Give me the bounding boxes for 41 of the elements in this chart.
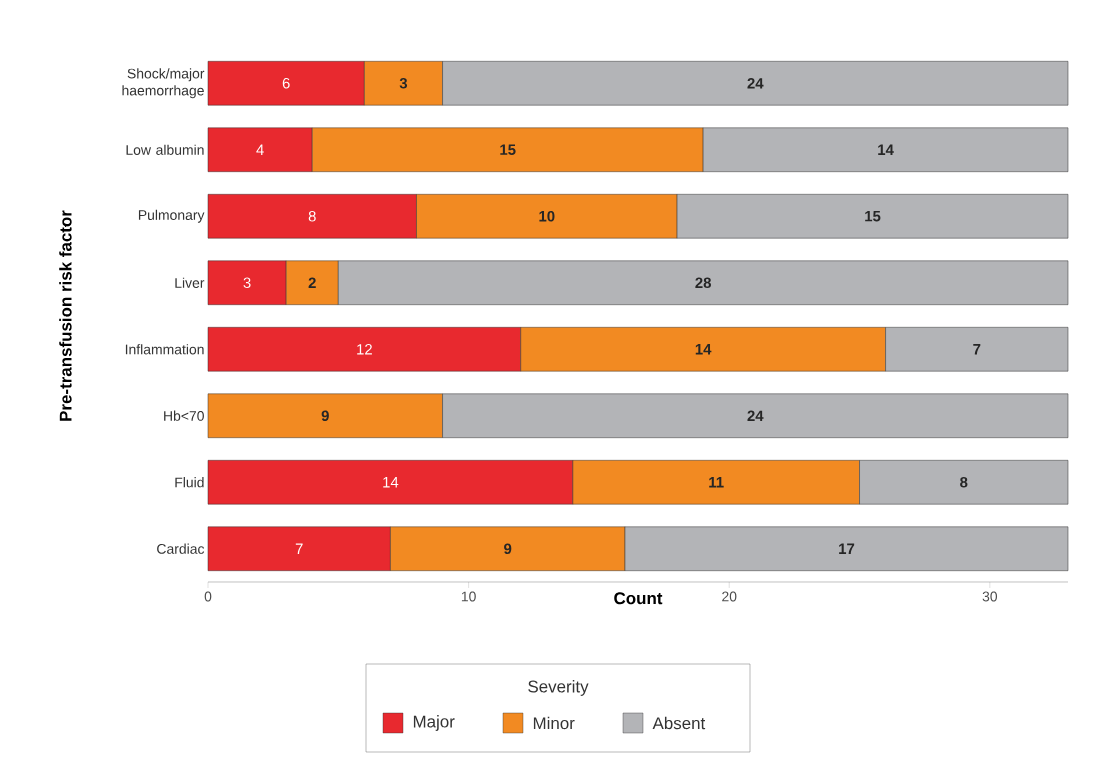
data-label: 7 — [295, 543, 303, 554]
x-tick-label: 10 — [461, 591, 476, 602]
y-tick-label: Inflammation — [125, 344, 204, 355]
x-axis-title: Count — [614, 592, 663, 605]
y-tick-label: Shock/major haemorrhage — [122, 68, 205, 99]
y-tick-label: Pulmonary — [138, 209, 205, 223]
data-label: 15 — [865, 211, 881, 222]
data-label: 17 — [839, 543, 855, 554]
legend-title: Severity — [528, 680, 589, 696]
legend-label: Minor — [533, 716, 575, 730]
data-label: 10 — [539, 210, 555, 222]
y-axis-title: Pre-transfusion risk factor — [59, 210, 72, 421]
data-label: 6 — [282, 77, 290, 89]
legend-label: Major — [413, 715, 455, 731]
data-label: 9 — [504, 543, 512, 555]
data-label: 7 — [973, 344, 981, 355]
data-label: 8 — [308, 210, 316, 222]
data-label: 12 — [357, 344, 372, 355]
data-label: 4 — [256, 144, 264, 155]
data-label: 14 — [383, 477, 399, 488]
x-tick-label: 30 — [982, 591, 998, 602]
data-label: 24 — [747, 78, 764, 89]
data-label: 14 — [695, 344, 712, 355]
y-tick-label: Cardiac — [157, 543, 205, 554]
data-label: 14 — [878, 144, 894, 155]
data-label: 3 — [399, 77, 408, 89]
y-tick-label: Liver — [175, 277, 205, 288]
x-tick-label: 20 — [722, 591, 737, 602]
data-label: 2 — [308, 277, 316, 288]
data-label: 9 — [321, 410, 329, 422]
data-label: 24 — [747, 410, 764, 421]
data-label: 8 — [960, 476, 968, 488]
legend-label: Absent — [652, 716, 706, 730]
y-tick-label: Hb<70 — [164, 410, 204, 421]
data-label: 3 — [243, 277, 251, 289]
y-tick-label: Fluid — [175, 477, 204, 488]
data-label: 28 — [695, 277, 711, 289]
data-label: 15 — [500, 144, 516, 155]
x-tick-label: 0 — [204, 591, 212, 602]
data-label: 11 — [709, 477, 724, 488]
y-tick-label: Low albumin — [126, 144, 204, 155]
